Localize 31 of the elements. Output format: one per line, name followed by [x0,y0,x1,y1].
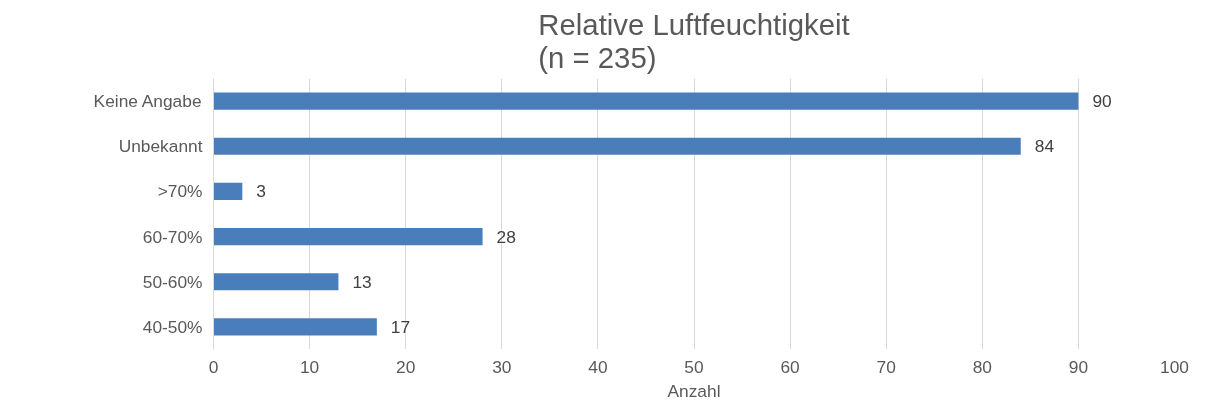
bar [213,182,243,200]
data-label: 17 [390,316,411,337]
x-axis-title: Anzahl [667,380,721,401]
x-tick-label: 100 [1160,356,1189,377]
x-tick-label: 60 [780,356,800,377]
x-tick-label: 80 [972,356,992,377]
y-tick-label: 50-60% [142,271,203,292]
data-label: 13 [352,271,372,292]
y-tick-label: 40-50% [142,316,203,337]
x-tick-label: 40 [588,356,608,377]
x-tick-label: 50 [684,356,704,377]
bar [213,92,1079,110]
data-label: 28 [496,226,516,247]
x-tick-label: 10 [299,356,320,377]
data-label: 84 [1034,136,1055,157]
data-label: 3 [256,181,266,202]
bar [213,273,339,291]
y-tick-label: Unbekannt [118,136,203,157]
data-label: 90 [1092,91,1112,112]
x-tick-label: 70 [876,356,896,377]
x-tick-label: 20 [396,356,416,377]
y-tick-label: >70% [157,181,203,202]
y-tick-label: 60-70% [142,226,203,247]
x-tick-label: 90 [1068,356,1089,377]
chart-title: Relative Luftfeuchtigkeit (n = 235) [538,7,850,74]
x-tick-label: 0 [208,356,219,377]
y-tick-label: Keine Angabe [93,91,202,112]
bar [213,228,483,246]
x-tick-label: 30 [492,356,512,377]
bar [213,318,377,336]
bar [213,137,1021,155]
